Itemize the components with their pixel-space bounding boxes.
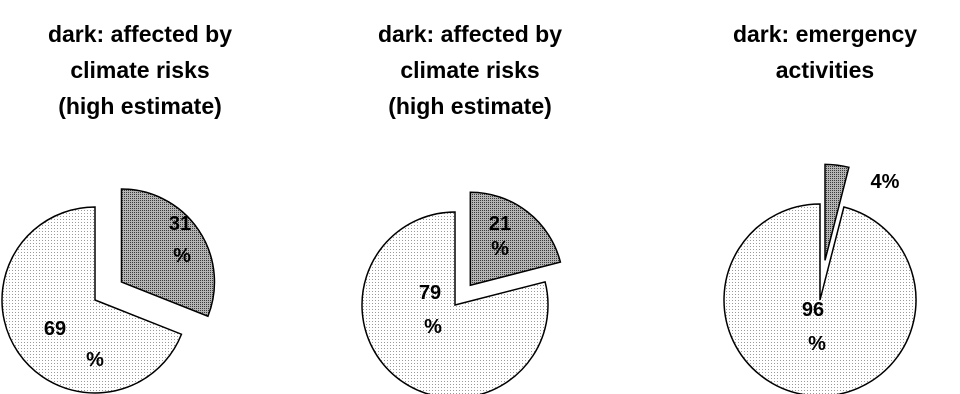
pie-chart-2: dark: affected by climate risks (high es…: [330, 0, 610, 394]
slice-label: %: [86, 349, 104, 371]
slice-label: 96: [802, 299, 824, 321]
slice-label: %: [173, 245, 191, 267]
pie-svg: 4% 96%: [723, 163, 917, 394]
slice-label: 21: [489, 213, 511, 235]
slice-label: 79: [419, 282, 441, 304]
pie-svg: 21% 79%: [361, 191, 562, 394]
chart-title: dark: affected by climate risks (high es…: [47, 21, 233, 119]
pie-slice-dark: [469, 191, 562, 287]
pie-chart-3: dark: emergency activities 4% 96%: [690, 0, 960, 394]
chart-title: dark: affected by climate risks (high es…: [377, 21, 563, 119]
slice-label: %: [424, 316, 442, 338]
chart-title: dark: emergency activities: [732, 21, 918, 83]
slice-label: 31: [169, 213, 191, 235]
pie-chart-1: dark: affected by climate risks (high es…: [0, 0, 280, 394]
pie-slice-dark: [120, 188, 216, 318]
slice-label: %: [808, 333, 826, 355]
pie-slice-light: [723, 203, 917, 394]
slice-label: 69: [44, 318, 66, 340]
slice-label: 4%: [871, 171, 900, 193]
pie-slice-dark: [824, 163, 850, 261]
pie-svg: 31% 69%: [1, 188, 216, 394]
pie-slice-light: [361, 211, 549, 394]
pie-slice-light: [1, 206, 183, 394]
slice-label: %: [491, 238, 509, 260]
